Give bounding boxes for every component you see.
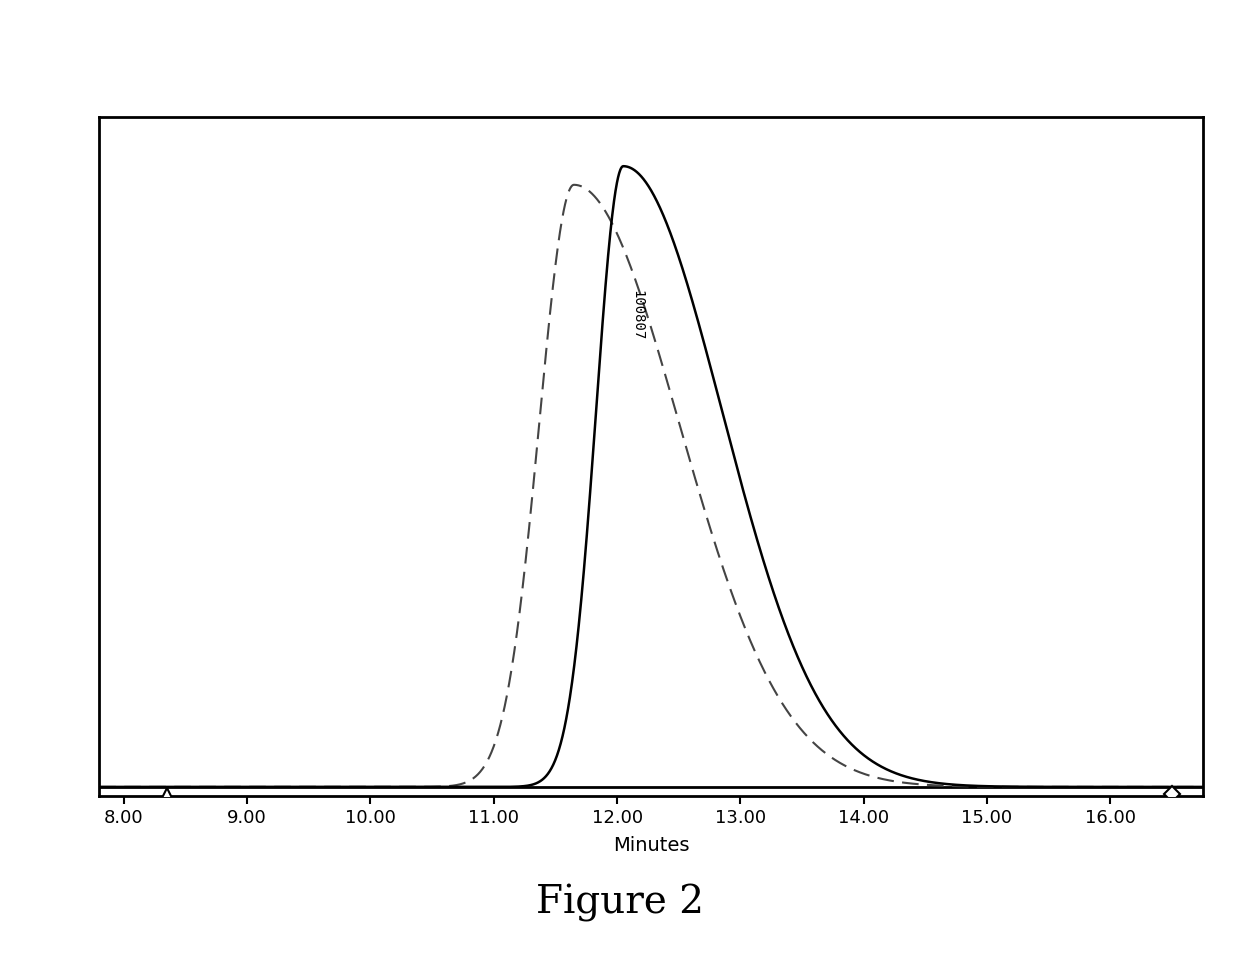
X-axis label: Minutes: Minutes	[613, 836, 689, 854]
Text: Figure 2: Figure 2	[536, 884, 704, 922]
Text: 100807: 100807	[631, 290, 645, 341]
